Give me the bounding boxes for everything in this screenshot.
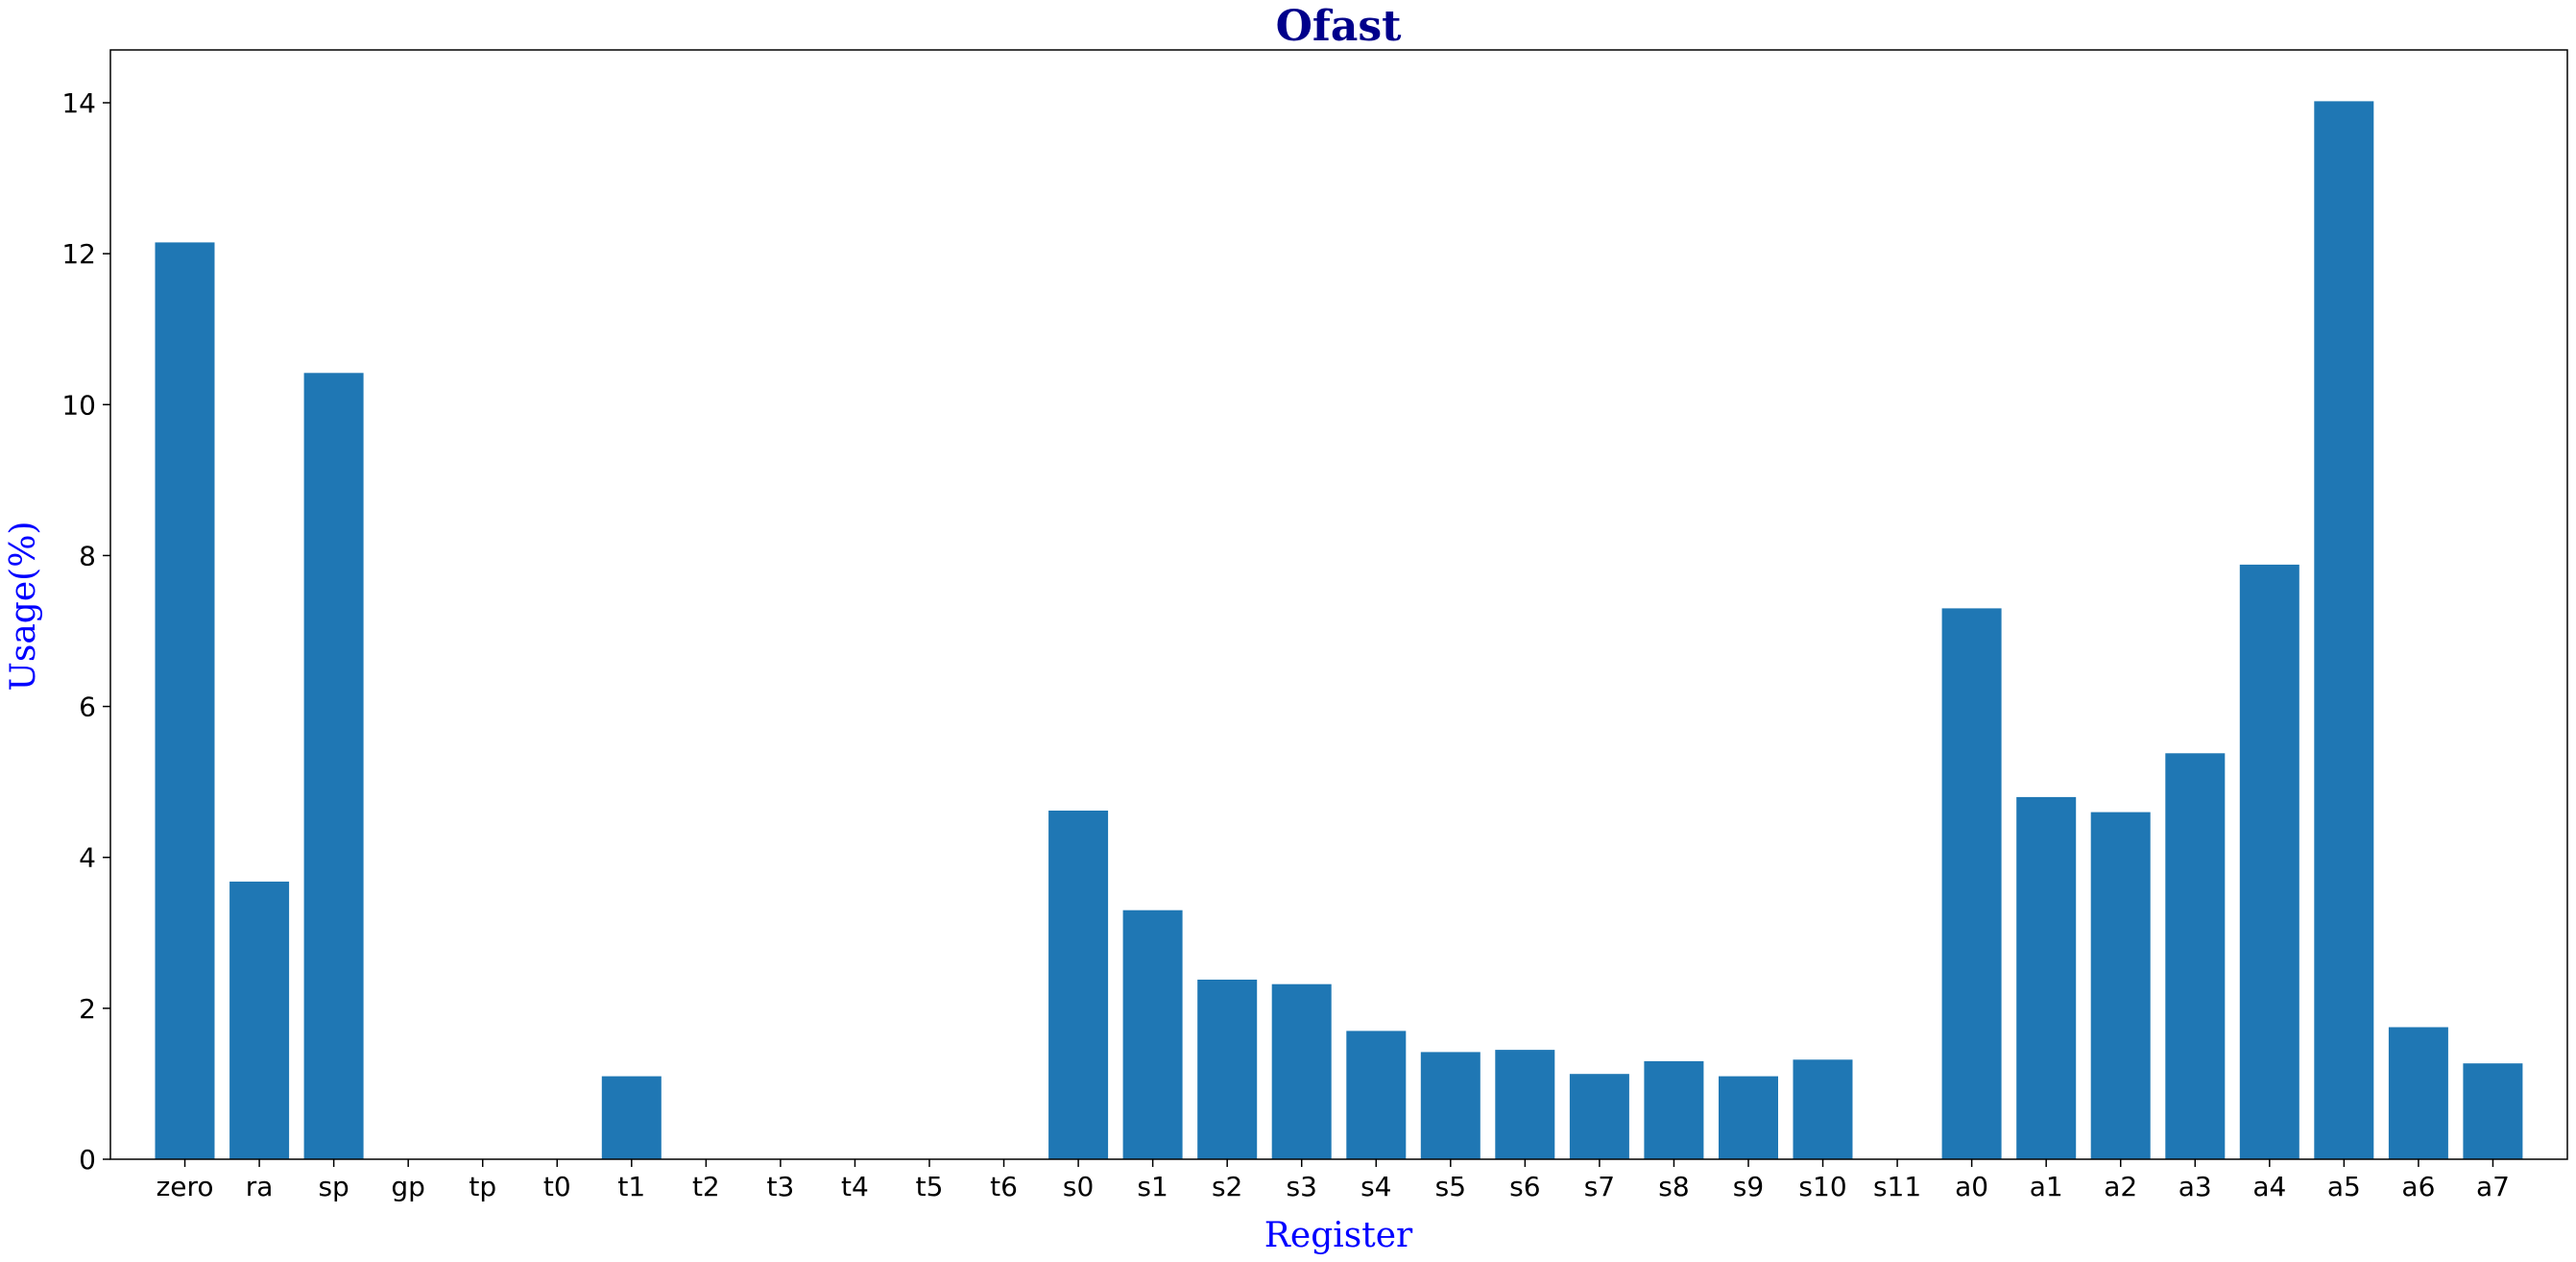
x-tick-label: tp: [469, 1171, 496, 1202]
x-tick-label: s10: [1798, 1171, 1846, 1202]
bar-s5: [1420, 1052, 1481, 1159]
y-tick-label: 12: [61, 238, 96, 270]
x-tick-label: t1: [617, 1171, 645, 1202]
bar-ra: [229, 881, 290, 1159]
y-tick-label: 4: [79, 842, 96, 874]
x-tick-label: zero: [156, 1171, 214, 1202]
y-tick-label: 6: [79, 692, 96, 723]
bar-s10: [1793, 1059, 1853, 1159]
bar-a2: [2090, 812, 2151, 1159]
bar-a1: [2016, 796, 2077, 1159]
x-tick-label: s3: [1287, 1171, 1317, 1202]
x-tick-label: sp: [318, 1171, 349, 1202]
bar-s3: [1271, 983, 1332, 1159]
x-tick-label: s2: [1212, 1171, 1242, 1202]
bar-s6: [1495, 1050, 1555, 1159]
chart-title: Ofast: [1276, 2, 1403, 51]
bar-a0: [1941, 608, 2002, 1159]
x-tick-label: t5: [916, 1171, 944, 1202]
x-tick-label: a2: [2104, 1171, 2137, 1202]
y-tick-label: 14: [61, 87, 96, 119]
x-tick-label: a5: [2327, 1171, 2361, 1202]
x-tick-label: s4: [1360, 1171, 1391, 1202]
x-tick-label: s0: [1063, 1171, 1094, 1202]
bar-a5: [2314, 101, 2374, 1159]
x-tick-label: a6: [2401, 1171, 2435, 1202]
bar-a6: [2388, 1027, 2448, 1159]
x-tick-label: s8: [1658, 1171, 1689, 1202]
bar-s0: [1048, 811, 1109, 1159]
x-tick-label: a1: [2030, 1171, 2063, 1202]
bar-s7: [1569, 1074, 1629, 1159]
bar-s1: [1122, 910, 1183, 1159]
x-tick-label: t3: [767, 1171, 795, 1202]
x-axis-ticks: zero ra sp gp tp t0 t1 t2 t3 t4 t5 t6 s0 s1 s2 s3 s4 s5 s6…: [156, 1159, 2510, 1202]
bar-zero: [155, 242, 215, 1159]
x-axis-label: Register: [1264, 1216, 1413, 1255]
x-tick-label: s7: [1584, 1171, 1615, 1202]
x-tick-label: s9: [1733, 1171, 1764, 1202]
bar-a3: [2165, 753, 2226, 1159]
x-tick-label: s11: [1873, 1171, 1921, 1202]
x-tick-label: a0: [1955, 1171, 1988, 1202]
x-tick-label: t0: [543, 1171, 571, 1202]
bar-t1: [601, 1076, 662, 1159]
bar-a4: [2239, 564, 2299, 1159]
bar-group: [155, 101, 2523, 1159]
x-tick-label: s6: [1509, 1171, 1540, 1202]
bar-s2: [1197, 980, 1258, 1159]
bar-s9: [1719, 1076, 1778, 1159]
bar-s8: [1644, 1060, 1704, 1159]
x-tick-label: a4: [2252, 1171, 2286, 1202]
x-tick-label: ra: [246, 1171, 274, 1202]
y-tick-label: 2: [79, 993, 96, 1025]
y-axis-label: Usage(%): [4, 522, 43, 692]
y-axis-ticks: 0 2 4 6 8 10 12 14: [61, 87, 110, 1176]
y-tick-label: 0: [79, 1144, 96, 1176]
x-tick-label: s5: [1435, 1171, 1466, 1202]
bar-a7: [2463, 1063, 2523, 1159]
x-tick-label: a7: [2476, 1171, 2510, 1202]
plot-frame: [109, 49, 2568, 1160]
x-tick-label: t6: [990, 1171, 1018, 1202]
x-tick-label: gp: [391, 1171, 425, 1202]
x-tick-label: t2: [692, 1171, 720, 1202]
bar-s4: [1346, 1031, 1407, 1159]
x-tick-label: t4: [841, 1171, 869, 1202]
bar-sp: [303, 373, 364, 1159]
x-tick-label: a3: [2179, 1171, 2212, 1202]
y-tick-label: 10: [61, 389, 96, 421]
x-tick-label: s1: [1137, 1171, 1168, 1202]
y-tick-label: 8: [79, 540, 96, 571]
